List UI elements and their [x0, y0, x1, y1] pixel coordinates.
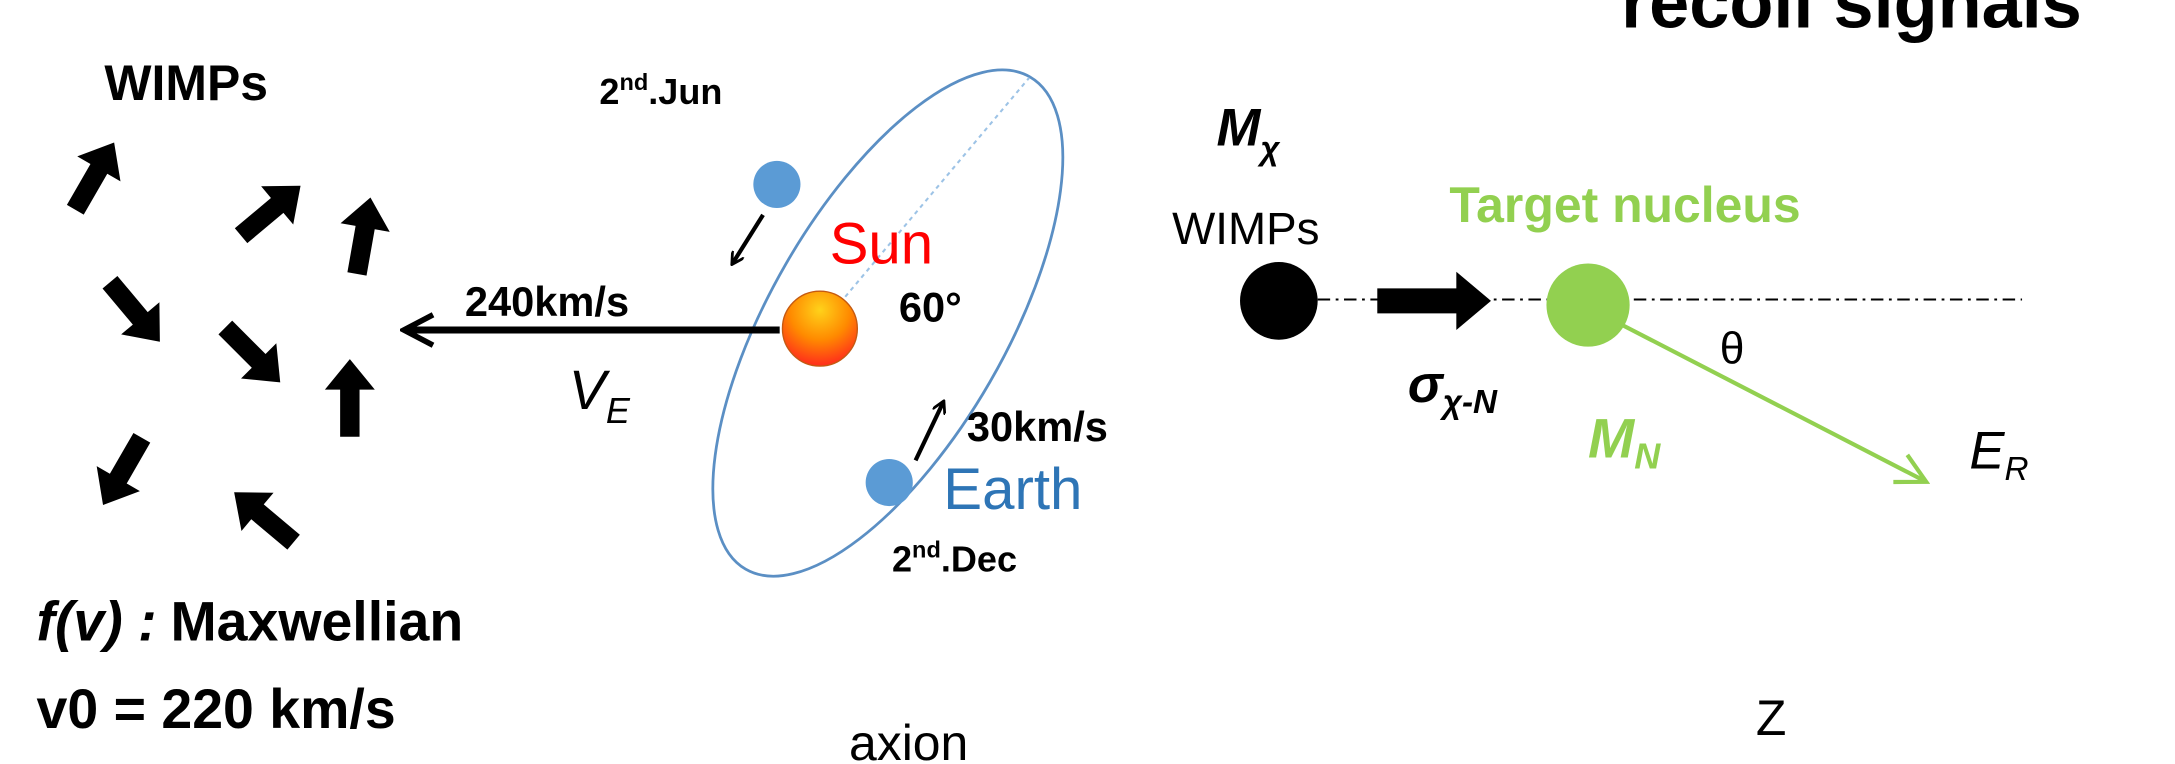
ve-label: VE: [569, 359, 631, 431]
jun-base: 2: [599, 71, 619, 112]
sun-label: Sun: [830, 211, 934, 276]
mx-label: Mχ: [1216, 99, 1280, 168]
theta: θ: [1720, 324, 1745, 373]
dec-sup: nd: [912, 536, 941, 562]
jun-sup: nd: [619, 69, 648, 95]
sigma-sub: χ-N: [1440, 384, 1498, 421]
er-base: E: [1969, 422, 2005, 481]
nucleus: [1546, 263, 1629, 346]
recoil-arrow: [1616, 322, 1925, 481]
v0: v0 = 220 km/s: [36, 678, 395, 740]
er-sub: R: [2004, 451, 2028, 488]
maxwellian: Maxwellian: [170, 591, 463, 653]
june-velocity: [733, 215, 764, 264]
target-label: Target nucleus: [1449, 177, 1800, 233]
earth-label: Earth: [943, 457, 1082, 522]
earth-velocity: [916, 402, 944, 460]
sun-speed: 240km/s: [465, 278, 629, 325]
earth: [866, 459, 913, 506]
mx-base: M: [1216, 99, 1261, 158]
wimps-label: WIMPs: [104, 55, 268, 111]
earth-june: [753, 161, 800, 208]
sigma-label: σχ-N: [1408, 355, 1498, 421]
mx-sub: χ: [1257, 130, 1280, 167]
dec-rest: .Dec: [941, 538, 1017, 579]
sigma-base: σ: [1408, 355, 1445, 414]
dec-label: 2nd.Dec: [892, 536, 1017, 579]
earth-speed: 30km/s: [967, 403, 1108, 450]
title: recoil signals: [1621, 0, 2082, 44]
fv: f(v) :: [36, 591, 156, 653]
jun-rest: .Jun: [648, 71, 722, 112]
mn-sub: N: [1634, 436, 1661, 477]
ve-sub: E: [606, 390, 631, 431]
distribution: f(v) :Maxwellian: [36, 591, 463, 653]
page: {"title":"recoil signals", "left":{"wimp…: [0, 0, 2175, 764]
mn-base: M: [1588, 408, 1636, 470]
angle: 60°: [899, 284, 962, 331]
wimp: [1240, 262, 1318, 340]
wimps-right: WIMPs: [1172, 203, 1319, 254]
dec-base: 2: [892, 538, 912, 579]
ve-base: V: [569, 359, 611, 421]
axion-label: axion: [849, 715, 968, 764]
er-label: ER: [1969, 422, 2028, 488]
wimp-arrows: [54, 130, 395, 561]
z-label: Z: [1756, 690, 1787, 746]
incoming-arrow: [1377, 272, 1491, 330]
sun: [782, 291, 857, 366]
jun-label: 2nd.Jun: [599, 69, 722, 112]
diagram: recoil signals WIMPs 2nd.Jun Sun 240km/s…: [0, 0, 2175, 764]
mn-label: MN: [1588, 408, 1661, 477]
